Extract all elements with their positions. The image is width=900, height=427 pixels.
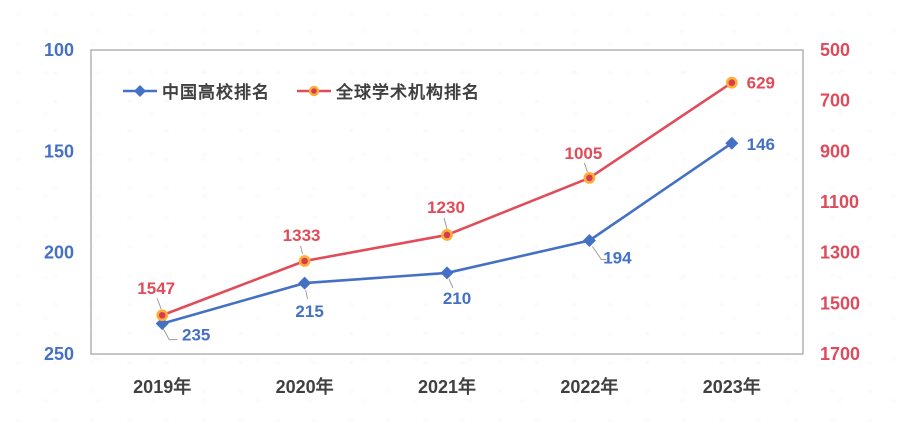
data-point-marker bbox=[725, 136, 739, 150]
legend-label: 中国高校排名 bbox=[162, 83, 270, 102]
right-axis-tick: 1300 bbox=[820, 243, 860, 263]
data-point-marker bbox=[582, 234, 596, 248]
data-label-leader bbox=[443, 217, 448, 230]
data-point-marker bbox=[155, 317, 169, 331]
left-axis-tick: 250 bbox=[44, 344, 74, 364]
right-axis-tick: 500 bbox=[820, 40, 850, 60]
data-point-marker bbox=[156, 309, 169, 322]
right-axis-tick: 1700 bbox=[820, 344, 860, 364]
right-axis-tick: 900 bbox=[820, 141, 850, 161]
data-label-leader bbox=[448, 278, 454, 289]
data-label: 146 bbox=[747, 135, 775, 154]
left-axis-tick: 100 bbox=[44, 40, 74, 60]
data-label: 629 bbox=[747, 74, 775, 93]
data-label: 1230 bbox=[427, 198, 465, 217]
right-axis-tick: 1500 bbox=[820, 293, 860, 313]
data-point-marker bbox=[440, 266, 454, 280]
x-axis-label: 2023年 bbox=[703, 376, 761, 397]
data-point-marker bbox=[583, 172, 596, 184]
data-point-marker bbox=[298, 255, 311, 267]
data-label-leader bbox=[162, 328, 178, 341]
data-label: 194 bbox=[603, 249, 632, 268]
data-label-leader bbox=[305, 289, 309, 300]
legend-line-diamond-icon bbox=[123, 84, 157, 97]
data-label: 1005 bbox=[564, 144, 602, 163]
right-axis-tick: 1100 bbox=[820, 192, 859, 212]
legend-item-global-institutions: 全球学术机构排名 bbox=[296, 78, 480, 103]
x-axis-label: 2021年 bbox=[418, 376, 476, 397]
data-label: 215 bbox=[295, 302, 323, 321]
left-axis-tick: 150 bbox=[44, 141, 74, 161]
legend-line-circle-icon bbox=[297, 85, 331, 96]
left-axis-tick: 200 bbox=[44, 243, 74, 263]
data-label: 235 bbox=[182, 326, 210, 345]
data-label-leader bbox=[300, 245, 304, 255]
data-label: 210 bbox=[443, 289, 471, 308]
x-axis-label: 2019年 bbox=[133, 376, 191, 397]
x-axis-label: 2022年 bbox=[560, 376, 618, 397]
data-point-marker bbox=[725, 76, 738, 89]
data-label-leader bbox=[591, 246, 607, 261]
data-label: 1333 bbox=[283, 226, 321, 245]
data-label-leader bbox=[583, 162, 588, 173]
data-point-marker bbox=[298, 276, 312, 290]
right-axis-tick: 700 bbox=[820, 91, 850, 111]
legend: 中国高校排名 全球学术机构排名 bbox=[122, 78, 480, 103]
x-axis-label: 2020年 bbox=[276, 376, 334, 397]
legend-item-china-universities: 中国高校排名 bbox=[122, 78, 270, 103]
data-label-leader bbox=[156, 298, 162, 310]
data-point-marker bbox=[441, 229, 453, 241]
data-label: 1547 bbox=[137, 279, 175, 298]
legend-label: 全球学术机构排名 bbox=[336, 83, 480, 102]
plot-area-border bbox=[90, 49, 804, 355]
